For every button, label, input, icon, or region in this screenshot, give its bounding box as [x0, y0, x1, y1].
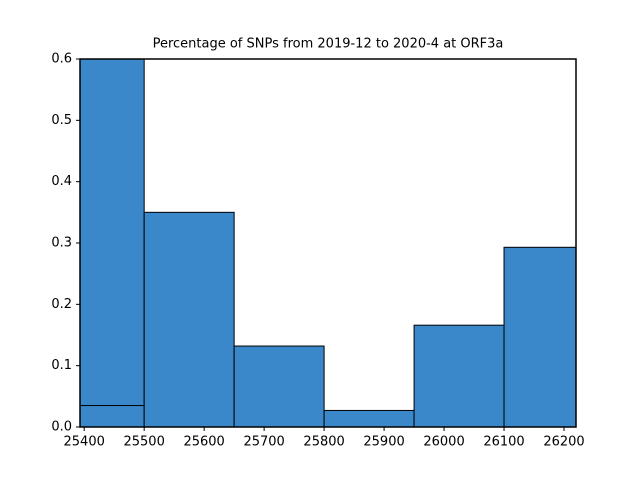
bar: [233, 345, 325, 427]
chart-title: Percentage of SNPs from 2019-12 to 2020-…: [153, 37, 504, 52]
y-tick-label: 0.1: [51, 358, 72, 373]
bar: [413, 324, 505, 427]
y-tick-label: 0.2: [51, 297, 72, 312]
x-tick-label: 25800: [303, 435, 344, 450]
y-tick-label: 0.0: [51, 420, 72, 435]
x-tick-label: 26000: [423, 435, 464, 450]
y-tick-label: 0.4: [51, 174, 72, 189]
y-tick-label: 0.5: [51, 113, 72, 128]
y-tick-label: 0.6: [51, 52, 72, 67]
bar: [503, 246, 576, 427]
bar: [143, 211, 235, 427]
x-tick-label: 25900: [363, 435, 404, 450]
x-tick-label: 25500: [123, 435, 164, 450]
x-tick-label: 25700: [243, 435, 284, 450]
bars: [80, 59, 576, 427]
bar: [80, 405, 145, 427]
bar: [323, 409, 415, 427]
x-tick-label: 26100: [483, 435, 524, 450]
x-tick-label: 25400: [64, 435, 105, 450]
bar: [80, 59, 145, 427]
y-tick-label: 0.3: [51, 236, 72, 251]
x-tick-label: 26200: [543, 435, 584, 450]
x-tick-label: 25600: [183, 435, 224, 450]
